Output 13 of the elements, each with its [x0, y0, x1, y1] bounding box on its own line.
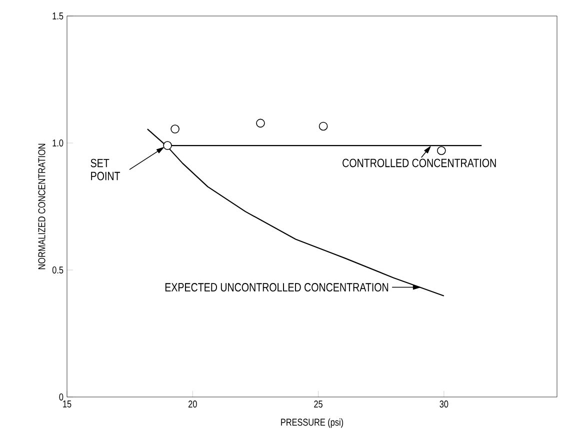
y-tick-label: 1.5 [52, 12, 64, 20]
annotation: CONTROLLED CONCENTRATION [342, 158, 496, 168]
x-tick-label: 25 [314, 400, 322, 408]
annotation: EXPECTED UNCONTROLLED CONCENTRATION [165, 283, 388, 292]
y-axis-title: NORMALIZED CONCENTRATION [38, 144, 46, 270]
x-tick-label: 15 [63, 400, 72, 408]
x-tick-label: 30 [440, 400, 448, 408]
y-tick-label: 0.5 [52, 266, 64, 274]
x-tick-label: 20 [188, 400, 197, 408]
y-tick-label: 0 [59, 393, 64, 401]
x-axis-title: PRESSURE (psi) [281, 418, 344, 428]
y-tick-label: 1.0 [52, 139, 64, 147]
annotation: SET POINT [90, 158, 120, 180]
